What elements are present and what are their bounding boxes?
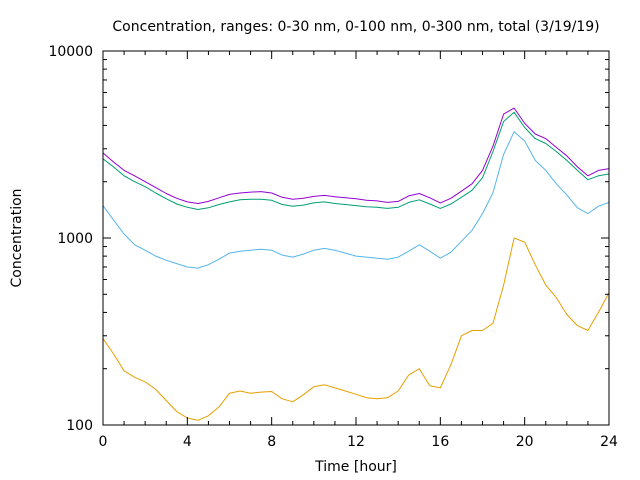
x-tick-label: 8 bbox=[267, 434, 276, 450]
x-tick-label: 16 bbox=[431, 434, 449, 450]
y-axis-label: Concentration bbox=[9, 188, 25, 287]
x-axis-label: Time [hour] bbox=[314, 459, 397, 475]
axis-ticks: 0 4 8 12 16 20 24 100 1000 10000 bbox=[48, 44, 618, 450]
x-tick-label: 12 bbox=[347, 434, 365, 450]
x-tick-label: 24 bbox=[600, 434, 618, 450]
x-tick-label: 0 bbox=[99, 434, 108, 450]
x-tick-label: 20 bbox=[516, 434, 534, 450]
chart-title: Concentration, ranges: 0-30 nm, 0-100 nm… bbox=[112, 19, 599, 35]
y-tick-label: 1000 bbox=[57, 231, 93, 247]
y-tick-label: 100 bbox=[66, 418, 93, 434]
series-line-2 bbox=[102, 131, 610, 269]
series-line-4 bbox=[102, 107, 610, 204]
series-line-3 bbox=[102, 111, 610, 210]
series-line-1 bbox=[102, 237, 610, 421]
x-tick-label: 4 bbox=[183, 434, 192, 450]
y-tick-label: 10000 bbox=[48, 44, 93, 60]
series-layer bbox=[102, 107, 610, 421]
plot-frame bbox=[102, 50, 610, 426]
